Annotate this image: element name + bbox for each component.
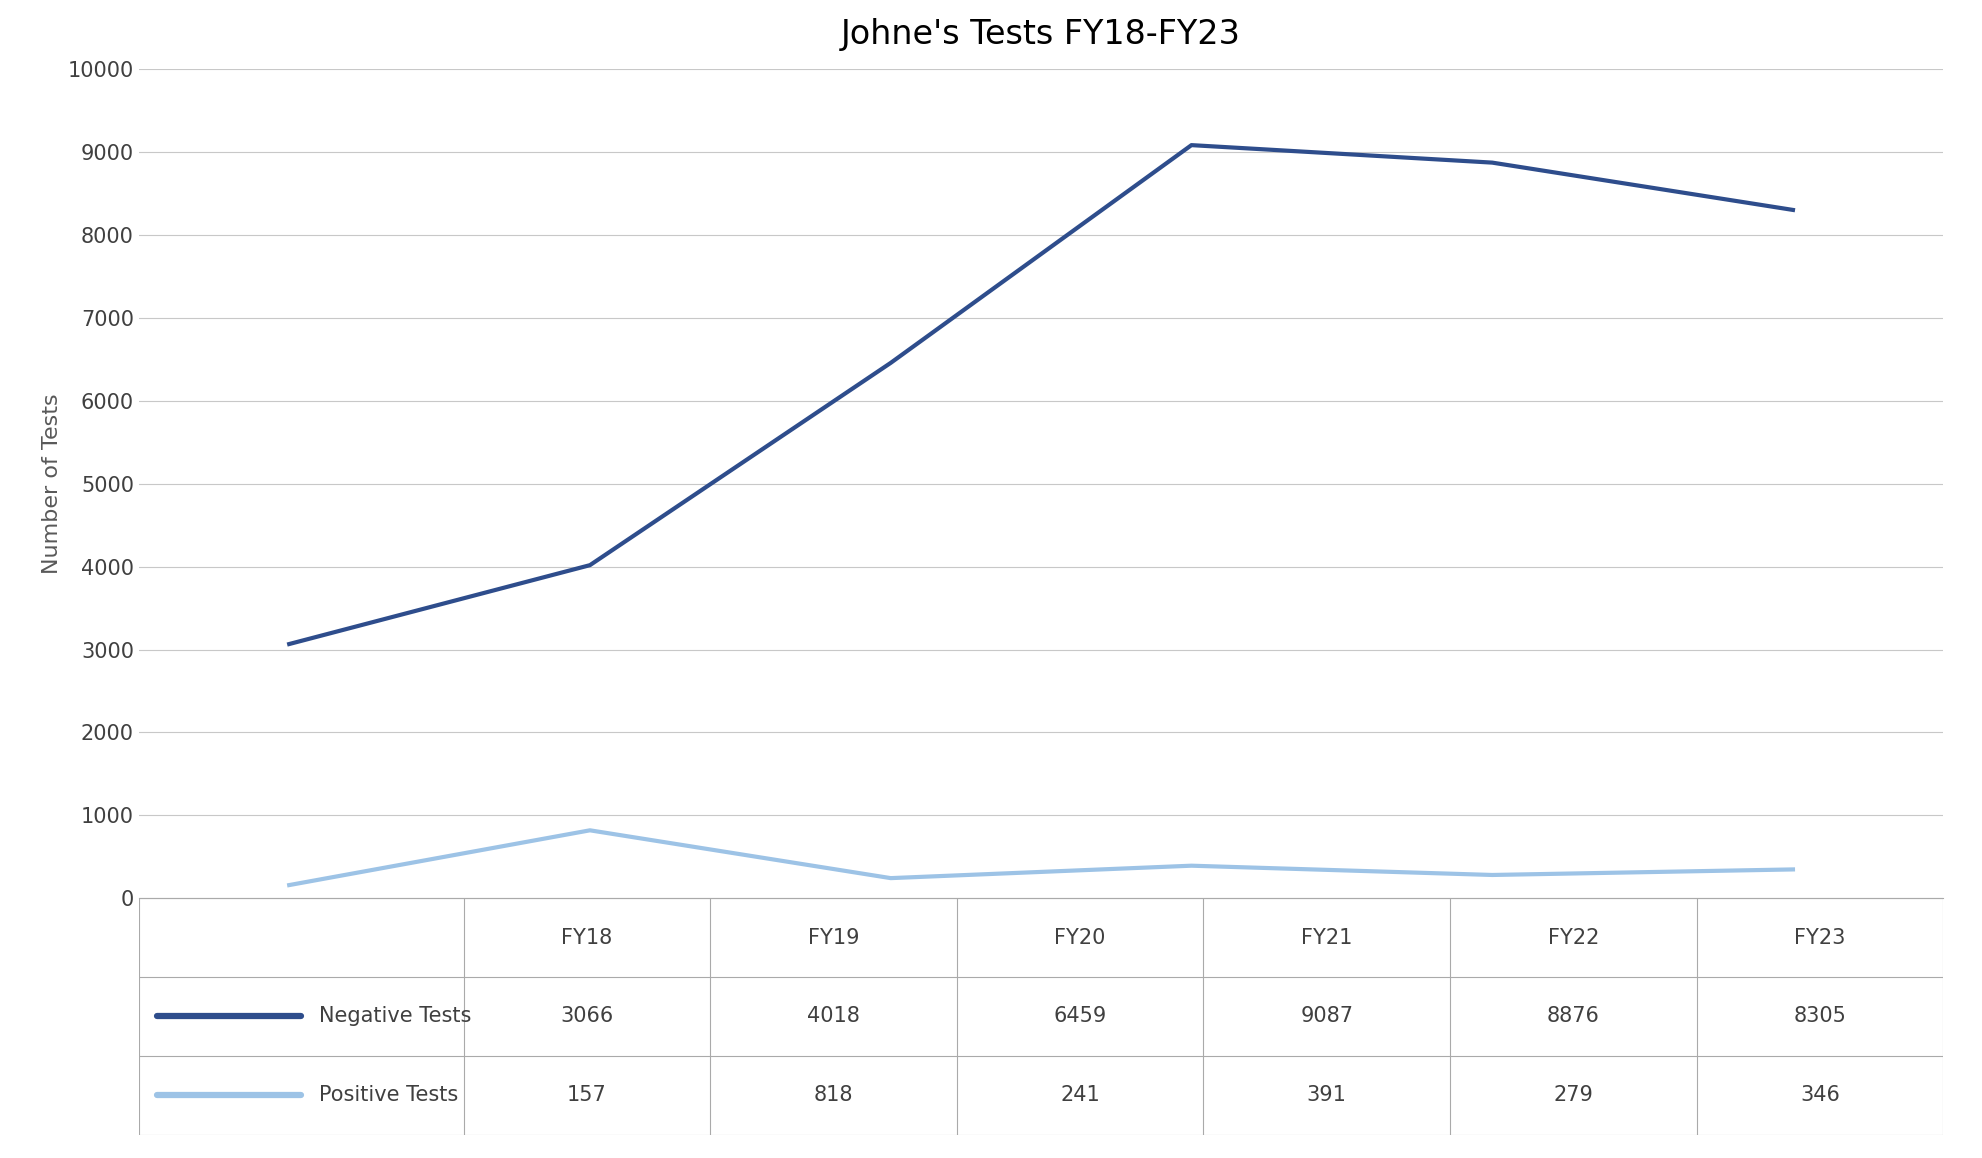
Text: Negative Tests: Negative Tests	[319, 1006, 472, 1026]
Text: FY18: FY18	[561, 928, 612, 947]
Text: 279: 279	[1552, 1085, 1594, 1106]
Text: FY20: FY20	[1054, 928, 1106, 947]
Text: 4018: 4018	[807, 1006, 860, 1026]
Text: 391: 391	[1306, 1085, 1346, 1106]
Title: Johne's Tests FY18-FY23: Johne's Tests FY18-FY23	[840, 19, 1241, 51]
Text: 8876: 8876	[1546, 1006, 1599, 1026]
Text: 8305: 8305	[1792, 1006, 1845, 1026]
Text: 241: 241	[1060, 1085, 1100, 1106]
Text: Positive Tests: Positive Tests	[319, 1085, 458, 1106]
Text: FY19: FY19	[807, 928, 858, 947]
Text: 3066: 3066	[561, 1006, 612, 1026]
Text: 346: 346	[1800, 1085, 1839, 1106]
Text: 157: 157	[567, 1085, 606, 1106]
Text: FY23: FY23	[1794, 928, 1845, 947]
Text: FY21: FY21	[1300, 928, 1352, 947]
Text: FY22: FY22	[1546, 928, 1597, 947]
Text: 9087: 9087	[1300, 1006, 1352, 1026]
Y-axis label: Number of Tests: Number of Tests	[42, 394, 61, 574]
Text: 818: 818	[813, 1085, 852, 1106]
Text: 6459: 6459	[1052, 1006, 1106, 1026]
